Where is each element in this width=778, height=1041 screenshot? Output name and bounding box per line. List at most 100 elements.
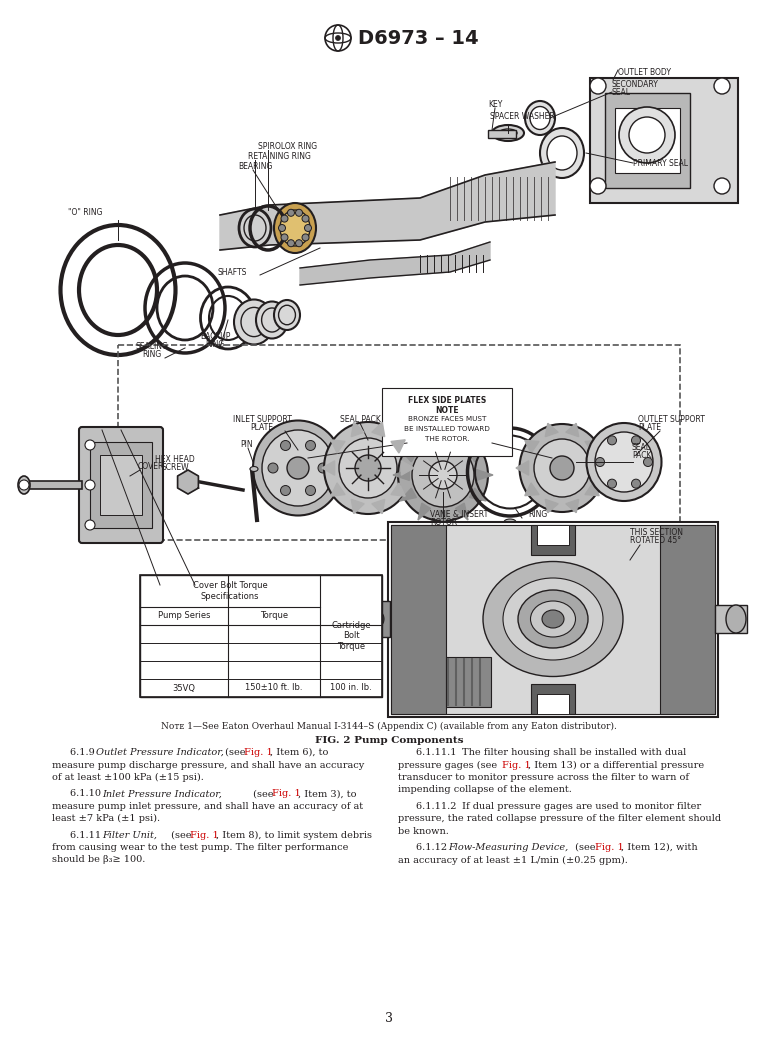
Text: PRIMARY SEAL: PRIMARY SEAL — [633, 158, 688, 168]
Circle shape — [590, 78, 606, 94]
Circle shape — [85, 440, 95, 450]
Ellipse shape — [412, 443, 474, 507]
Text: PLATE: PLATE — [638, 423, 661, 432]
Text: (see: (see — [222, 748, 249, 757]
Ellipse shape — [274, 300, 300, 330]
Polygon shape — [595, 461, 608, 475]
Ellipse shape — [262, 430, 334, 506]
Ellipse shape — [281, 485, 290, 496]
Text: Cartridge
Bolt
Torque: Cartridge Bolt Torque — [331, 621, 371, 651]
Text: BE INSTALLED TOWARD: BE INSTALLED TOWARD — [404, 426, 490, 432]
Circle shape — [279, 225, 286, 231]
Bar — [537, 694, 569, 714]
Text: THE ROTOR.: THE ROTOR. — [425, 436, 469, 442]
Polygon shape — [545, 424, 558, 436]
Bar — [140, 575, 382, 697]
Text: SPACER WASHER: SPACER WASHER — [490, 112, 555, 121]
Text: pressure gages (see: pressure gages (see — [398, 761, 500, 769]
Text: of at least ±100 kPa (±15 psi).: of at least ±100 kPa (±15 psi). — [52, 773, 204, 782]
Ellipse shape — [274, 203, 316, 253]
Circle shape — [714, 178, 730, 194]
Text: SHAFTS: SHAFTS — [218, 268, 247, 277]
Ellipse shape — [632, 479, 640, 488]
Circle shape — [590, 178, 606, 194]
Text: least ±7 kPa (±1 psi).: least ±7 kPa (±1 psi). — [52, 814, 160, 823]
Polygon shape — [418, 430, 430, 447]
Text: 35VQ: 35VQ — [173, 684, 195, 692]
Text: , Item 12), with: , Item 12), with — [621, 843, 698, 852]
Circle shape — [325, 25, 351, 51]
Text: OUTLET SUPPORT: OUTLET SUPPORT — [638, 415, 705, 424]
Text: RING: RING — [528, 510, 547, 519]
Text: (see: (see — [250, 789, 277, 798]
Text: Fig. 1: Fig. 1 — [595, 843, 624, 852]
Bar — [100, 455, 142, 515]
Text: HEX HEAD: HEX HEAD — [155, 455, 194, 464]
Ellipse shape — [587, 423, 661, 501]
Bar — [660, 525, 715, 714]
Polygon shape — [393, 469, 409, 480]
Text: SEALING: SEALING — [135, 342, 169, 351]
Text: The filter housing shall be installed with dual: The filter housing shall be installed wi… — [462, 748, 686, 757]
Bar — [90, 442, 152, 528]
Text: Fig. 1: Fig. 1 — [190, 831, 219, 839]
Ellipse shape — [608, 479, 616, 488]
Text: Fig. 1: Fig. 1 — [272, 789, 301, 798]
Text: VANE & INSERT: VANE & INSERT — [430, 510, 489, 519]
Circle shape — [629, 117, 665, 153]
Bar — [531, 684, 575, 714]
Text: PACK: PACK — [632, 451, 651, 460]
Bar — [391, 525, 446, 714]
Polygon shape — [525, 483, 539, 496]
Polygon shape — [177, 469, 198, 494]
Ellipse shape — [324, 422, 412, 514]
Circle shape — [288, 239, 295, 247]
Ellipse shape — [339, 438, 397, 498]
Ellipse shape — [483, 561, 623, 677]
Text: KEY: KEY — [488, 100, 503, 109]
Polygon shape — [438, 510, 448, 527]
Text: Cover Bolt Torque
Specifications: Cover Bolt Torque Specifications — [193, 581, 268, 601]
Text: OUTLET BODY: OUTLET BODY — [618, 68, 671, 77]
Text: Nᴏᴛᴇ 1—See Eaton Overhaul Manual I-3144–S (Appendix C) (available from any Eaton: Nᴏᴛᴇ 1—See Eaton Overhaul Manual I-3144–… — [161, 722, 617, 731]
Text: FLEX SIDE PLATES: FLEX SIDE PLATES — [408, 396, 486, 405]
Text: from causing wear to the test pump. The filter performance: from causing wear to the test pump. The … — [52, 843, 349, 852]
Polygon shape — [477, 469, 493, 480]
Bar — [391, 525, 715, 714]
Ellipse shape — [239, 209, 271, 247]
Circle shape — [714, 78, 730, 94]
Ellipse shape — [530, 106, 550, 129]
Polygon shape — [438, 423, 448, 439]
Text: BACKUP: BACKUP — [200, 332, 230, 341]
Circle shape — [302, 215, 309, 222]
Ellipse shape — [525, 101, 555, 135]
Polygon shape — [391, 439, 405, 453]
Polygon shape — [352, 423, 364, 436]
Circle shape — [619, 107, 675, 163]
Ellipse shape — [643, 457, 653, 466]
Text: measure pump discharge pressure, and shall have an accuracy: measure pump discharge pressure, and sha… — [52, 761, 364, 769]
Text: SEAL PACK: SEAL PACK — [340, 415, 381, 424]
Ellipse shape — [492, 125, 524, 141]
Circle shape — [85, 520, 95, 530]
Polygon shape — [566, 500, 579, 513]
Circle shape — [304, 225, 311, 231]
Polygon shape — [372, 423, 385, 436]
Polygon shape — [331, 439, 345, 453]
Bar — [590, 78, 738, 203]
Polygon shape — [372, 500, 385, 513]
Ellipse shape — [281, 440, 290, 451]
Text: 6.1.11: 6.1.11 — [70, 831, 104, 839]
Text: , Item 6), to: , Item 6), to — [270, 748, 328, 757]
Bar — [446, 657, 491, 707]
FancyBboxPatch shape — [79, 427, 163, 543]
Text: 100 in. lb.: 100 in. lb. — [330, 684, 372, 692]
Bar — [388, 522, 718, 717]
Text: BEARING: BEARING — [238, 162, 272, 171]
Ellipse shape — [234, 300, 274, 345]
Ellipse shape — [287, 457, 309, 479]
Text: BRONZE FACES MUST: BRONZE FACES MUST — [408, 416, 486, 422]
Text: (see: (see — [168, 831, 194, 839]
Polygon shape — [585, 440, 599, 453]
Polygon shape — [220, 162, 555, 250]
